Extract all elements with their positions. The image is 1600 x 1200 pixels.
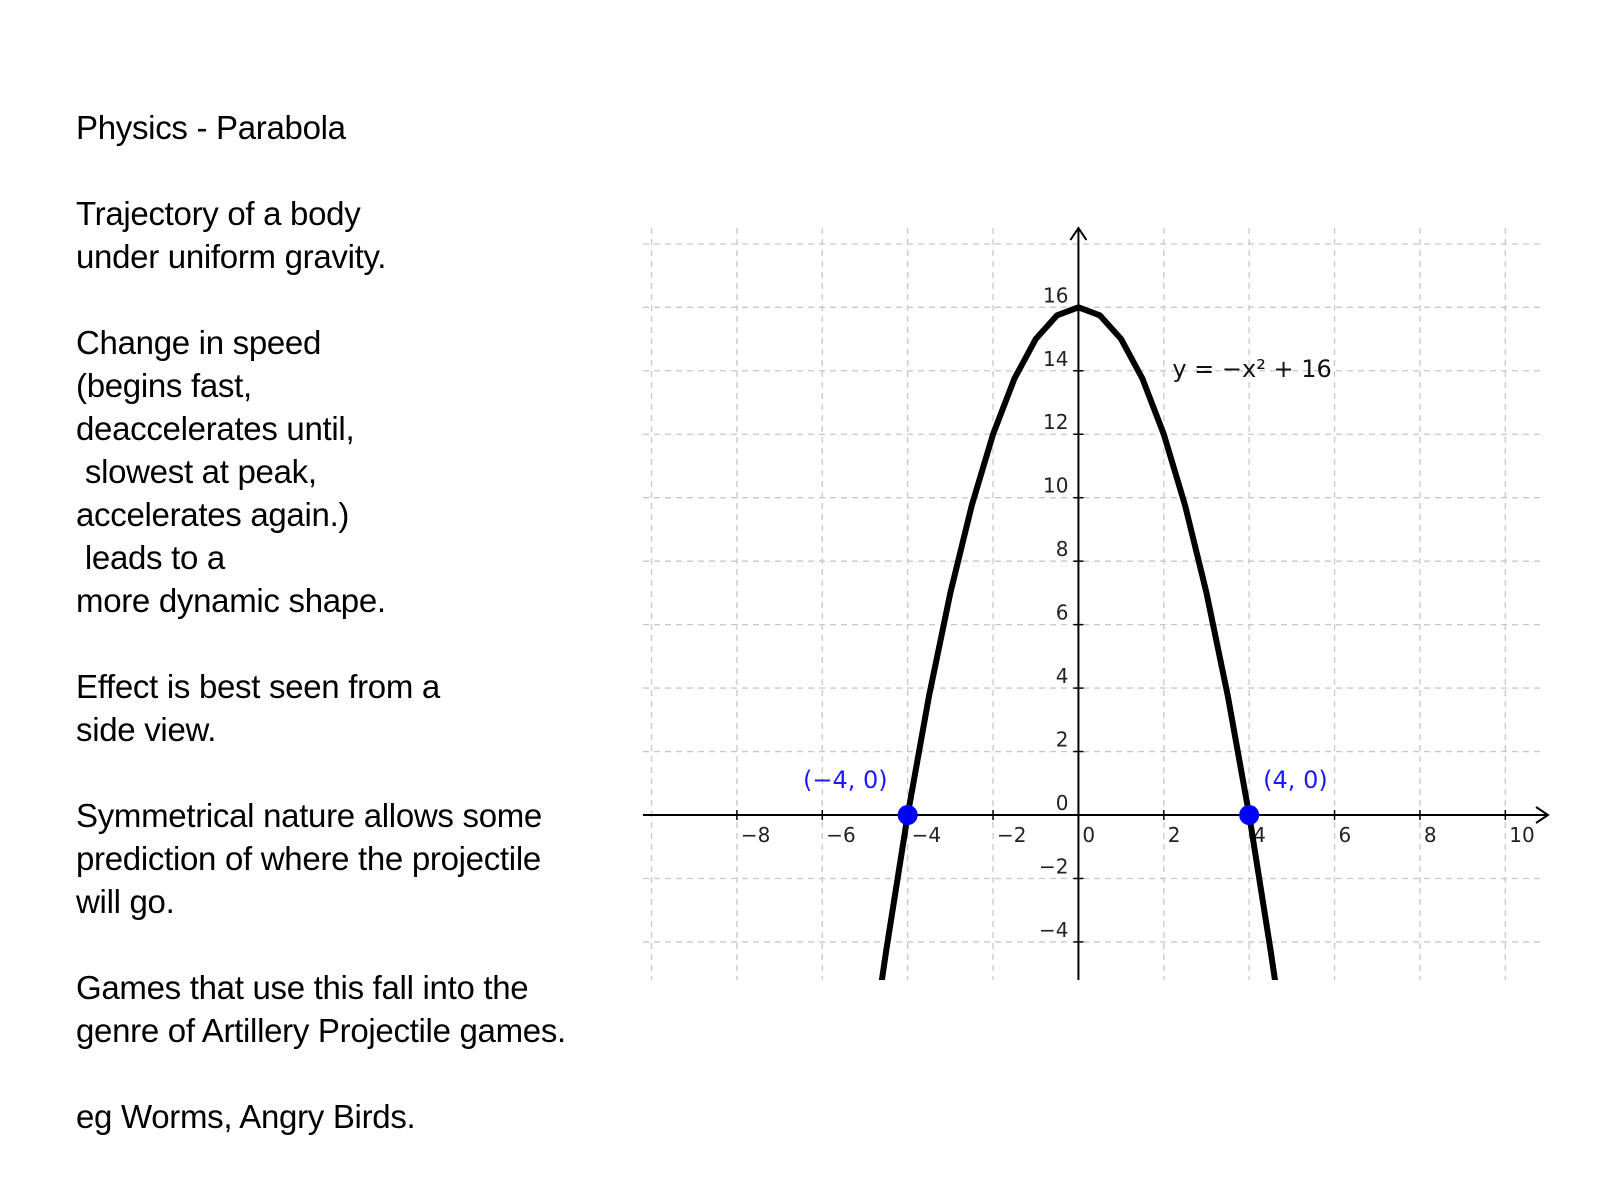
x-tick-label: 8 [1424, 823, 1437, 847]
notes-line: eg Worms, Angry Birds. [76, 1098, 416, 1135]
intercept-point [897, 805, 918, 826]
x-tick-label: −8 [741, 823, 770, 847]
slide-notes: Physics - Parabola Trajectory of a body … [76, 106, 636, 1138]
notes-line: will go. [76, 883, 175, 920]
intercept-points: (−4, 0) (4, 0) [803, 766, 1328, 826]
x-tick-label: −2 [997, 823, 1026, 847]
y-tick-label: −2 [1039, 854, 1068, 878]
grid [643, 228, 1542, 980]
equation-label: y = −x² + 16 [1172, 355, 1331, 383]
y-tick-label: 12 [1043, 410, 1068, 434]
slide-title: Physics - Parabola [76, 109, 346, 146]
notes-line: leads to a [76, 539, 225, 576]
y-tick-label: 4 [1056, 664, 1069, 688]
parabola-curve [878, 304, 1278, 980]
y-tick-label: 8 [1056, 537, 1069, 561]
x-tick-label: 10 [1509, 823, 1534, 847]
notes-line: Effect is best seen from a [76, 668, 440, 705]
y-tick-label: 2 [1056, 728, 1069, 752]
point-label: (4, 0) [1263, 766, 1328, 794]
point-label: (−4, 0) [803, 766, 888, 794]
tick-labels: −8 −6 −4 −2 0 2 4 6 8 10 −4 −2 0 2 4 6 8 10 12 14 16 [736, 283, 1535, 943]
axes [643, 226, 1550, 980]
notes-line: under uniform gravity. [76, 238, 387, 275]
y-tick-label: 10 [1043, 474, 1068, 498]
x-tick-label: −4 [912, 823, 941, 847]
x-tick-label: 2 [1168, 823, 1181, 847]
notes-line: side view. [76, 711, 217, 748]
notes-line: Trajectory of a body [76, 195, 361, 232]
notes-line: Symmetrical nature allows some [76, 797, 542, 834]
x-tick-label: 0 [1082, 823, 1095, 847]
notes-line: Games that use this fall into the [76, 969, 529, 1006]
notes-line: accelerates again.) [76, 496, 350, 533]
x-tick-label: 4 [1253, 823, 1266, 847]
y-tick-label: 16 [1043, 283, 1068, 307]
y-tick-label: 6 [1056, 601, 1069, 625]
series [878, 304, 1278, 980]
notes-line: more dynamic shape. [76, 582, 386, 619]
notes-line: (begins fast, [76, 367, 252, 404]
intercept-point [1239, 805, 1260, 826]
y-tick-label: 0 [1056, 791, 1069, 815]
notes-line: Change in speed [76, 324, 322, 361]
notes-line: genre of Artillery Projectile games. [76, 1012, 566, 1049]
y-tick-label: 14 [1043, 347, 1068, 371]
x-tick-label: −6 [826, 823, 855, 847]
notes-line: prediction of where the projectile [76, 840, 541, 877]
y-tick-label: −4 [1039, 918, 1068, 942]
x-axis-arrow [1535, 806, 1550, 824]
x-tick-label: 6 [1339, 823, 1352, 847]
notes-line: deaccelerates until, [76, 410, 355, 447]
notes-line: slowest at peak, [76, 453, 317, 490]
y-axis-arrow [1069, 226, 1088, 241]
